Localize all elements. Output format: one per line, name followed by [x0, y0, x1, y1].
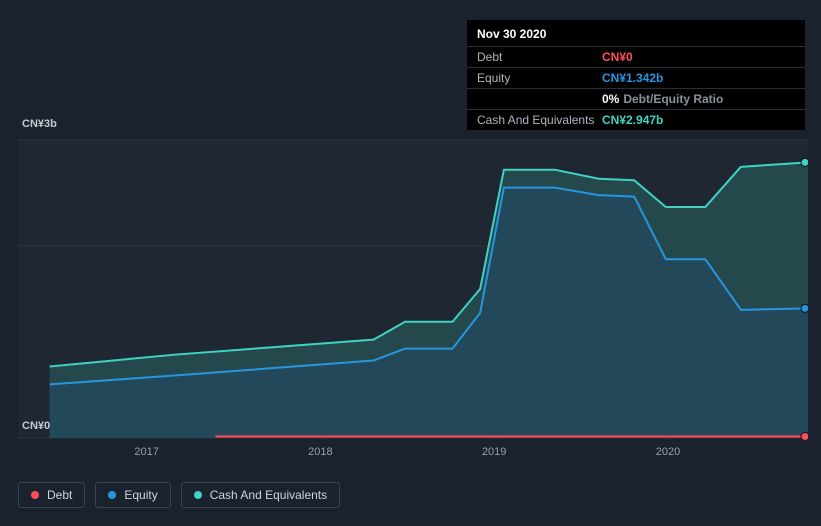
tooltip-row: EquityCN¥1.342b — [467, 67, 805, 88]
tooltip-key: Equity — [477, 71, 602, 85]
legend-item-equity[interactable]: Equity — [95, 482, 170, 508]
tooltip-value: 0%Debt/Equity Ratio — [602, 92, 795, 106]
legend-label: Debt — [47, 488, 72, 502]
legend-dot-icon — [31, 491, 39, 499]
tooltip-row: Cash And EquivalentsCN¥2.947b — [467, 109, 805, 130]
legend-item-debt[interactable]: Debt — [18, 482, 85, 508]
tooltip-key: Debt — [477, 50, 602, 64]
legend-label: Cash And Equivalents — [210, 488, 327, 502]
tooltip-value: CN¥0 — [602, 50, 795, 64]
yaxis-label-bottom: CN¥0 — [22, 420, 50, 432]
tooltip-key — [477, 92, 602, 106]
tooltip-value: CN¥1.342b — [602, 71, 795, 85]
yaxis-label-top: CN¥3b — [22, 118, 57, 130]
tooltip-row: DebtCN¥0 — [467, 46, 805, 67]
tooltip-key: Cash And Equivalents — [477, 113, 602, 127]
legend-item-cash-and-equivalents[interactable]: Cash And Equivalents — [181, 482, 340, 508]
legend-dot-icon — [194, 491, 202, 499]
xaxis-label: 2020 — [656, 446, 680, 458]
legend-label: Equity — [124, 488, 157, 502]
xaxis-label: 2019 — [482, 446, 506, 458]
legend: Debt Equity Cash And Equivalents — [18, 482, 340, 508]
chart-container: Nov 30 2020 DebtCN¥0EquityCN¥1.342b0%Deb… — [0, 0, 821, 526]
tooltip-row: 0%Debt/Equity Ratio — [467, 88, 805, 109]
chart-plot-area[interactable]: CN¥3b CN¥0 2017201820192020 — [18, 120, 808, 440]
area-chart-svg — [18, 120, 808, 440]
tooltip-value: CN¥2.947b — [602, 113, 795, 127]
hover-tooltip: Nov 30 2020 DebtCN¥0EquityCN¥1.342b0%Deb… — [467, 20, 805, 130]
xaxis-label: 2018 — [308, 446, 332, 458]
legend-dot-icon — [108, 491, 116, 499]
tooltip-date: Nov 30 2020 — [467, 20, 805, 46]
xaxis-label: 2017 — [134, 446, 158, 458]
